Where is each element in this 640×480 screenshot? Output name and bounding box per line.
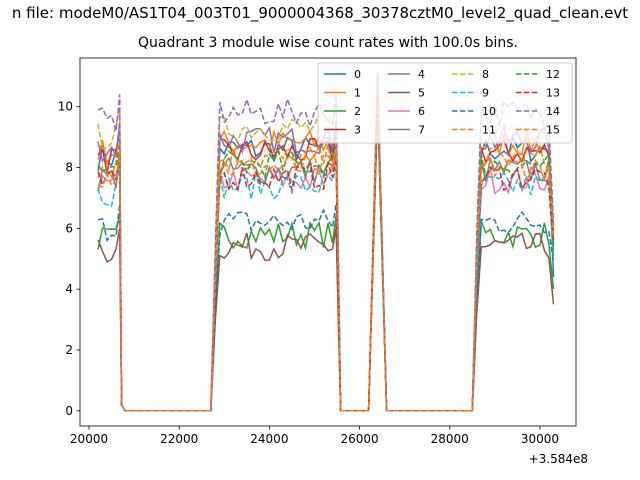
x-offset-label: +3.584e8 <box>528 452 588 466</box>
legend-label-1: 1 <box>354 87 361 100</box>
legend-label-7: 7 <box>418 124 425 137</box>
x-axis: 20000 22000 24000 26000 28000 30000 <box>70 426 559 446</box>
x-tick-label: 30000 <box>521 432 559 446</box>
chart-title: Quadrant 3 module wise count rates with … <box>138 35 518 51</box>
y-tick-label: 0 <box>65 404 73 418</box>
series-line-10 <box>97 103 555 412</box>
y-axis: 0 2 4 6 8 10 <box>58 100 80 418</box>
legend-box <box>317 62 573 144</box>
legend-label-6: 6 <box>418 105 425 118</box>
y-tick-label: 8 <box>65 160 73 174</box>
x-tick-label: 22000 <box>160 432 198 446</box>
y-tick-label: 10 <box>58 100 73 114</box>
legend-label-5: 5 <box>418 87 425 100</box>
axes-frame <box>79 57 577 427</box>
legend-label-3: 3 <box>354 124 361 137</box>
y-tick-label: 6 <box>65 221 73 235</box>
legend-label-0: 0 <box>354 68 361 81</box>
x-tick-label: 20000 <box>70 432 108 446</box>
legend-label-12: 12 <box>546 68 560 81</box>
legend-label-10: 10 <box>482 105 496 118</box>
y-tick-label: 2 <box>65 343 73 357</box>
legend-label-11: 11 <box>482 124 496 137</box>
legend-label-15: 15 <box>546 124 560 137</box>
legend-label-8: 8 <box>482 68 489 81</box>
figure-suptitle: n file: modeM0/AS1T04_003T01_9000004368_… <box>11 4 629 22</box>
series-line-15 <box>97 88 555 412</box>
legend-label-2: 2 <box>354 105 361 118</box>
plot-area <box>97 73 555 412</box>
legend-label-14: 14 <box>546 105 560 118</box>
x-tick-label: 26000 <box>340 432 378 446</box>
legend-label-13: 13 <box>546 87 560 100</box>
x-tick-label: 28000 <box>431 432 469 446</box>
legend-label-9: 9 <box>482 87 489 100</box>
x-tick-label: 24000 <box>250 432 288 446</box>
y-tick-label: 4 <box>65 282 73 296</box>
legend-label-4: 4 <box>418 68 425 81</box>
